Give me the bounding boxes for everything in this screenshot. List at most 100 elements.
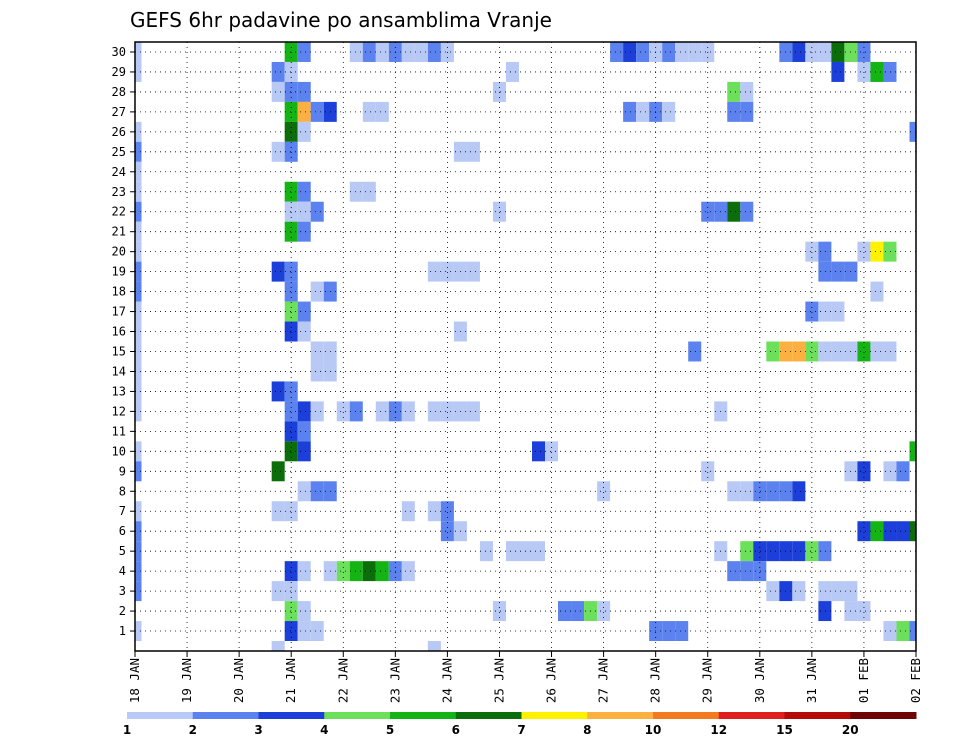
- heatmap-cell: [883, 241, 897, 262]
- heatmap-cell: [297, 181, 311, 202]
- heatmap-cell: [740, 81, 754, 102]
- heatmap-cell: [727, 81, 741, 102]
- heatmap-cell: [571, 601, 585, 622]
- y-tick-label: 2: [119, 604, 126, 618]
- heatmap-cell: [505, 541, 519, 562]
- heatmap-cell: [349, 42, 363, 62]
- heatmap-cell: [284, 301, 298, 322]
- heatmap-cell: [727, 101, 741, 122]
- y-tick-label: 1: [119, 624, 126, 638]
- heatmap-cell: [271, 261, 285, 282]
- y-tick-label: 22: [112, 205, 126, 219]
- heatmap-cell: [883, 461, 897, 482]
- heatmap-cell: [427, 641, 441, 651]
- colorbar-label: 8: [583, 723, 591, 737]
- heatmap-cell: [766, 341, 780, 362]
- heatmap-cell: [310, 281, 324, 302]
- y-tick-label: 8: [119, 484, 126, 498]
- x-tick-label: 22 JAN: [335, 658, 350, 703]
- heatmap-cell: [362, 42, 376, 62]
- heatmap-cell: [284, 121, 298, 142]
- y-tick-label: 12: [112, 404, 126, 418]
- heatmap-cell: [701, 461, 715, 482]
- colorbar-label: 20: [842, 723, 859, 737]
- y-tick-label: 20: [112, 245, 126, 259]
- heatmap-cell: [831, 42, 845, 62]
- heatmap-cell: [284, 42, 298, 62]
- heatmap-cell: [805, 541, 819, 562]
- heatmap-cell: [135, 341, 142, 362]
- heatmap-cell: [740, 101, 754, 122]
- heatmap-cell: [284, 381, 298, 402]
- heatmap-cell: [688, 42, 702, 62]
- heatmap-cell: [284, 321, 298, 342]
- heatmap-cell: [284, 441, 298, 462]
- colorbar-label: 1: [123, 723, 131, 737]
- y-tick-label: 24: [112, 165, 126, 179]
- y-tick-label: 28: [112, 85, 126, 99]
- heatmap-cell: [440, 501, 454, 522]
- heatmap-cell: [545, 441, 559, 462]
- heatmap-cell: [610, 42, 624, 62]
- colorbar-label: 7: [517, 723, 525, 737]
- heatmap-cell: [870, 281, 884, 302]
- x-tick-label: 21 JAN: [283, 658, 298, 703]
- heatmap-cell: [271, 501, 285, 522]
- y-tick-label: 14: [112, 364, 126, 378]
- heatmap-cell: [310, 481, 324, 502]
- heatmap-cell: [857, 241, 871, 262]
- heatmap-cell: [297, 481, 311, 502]
- heatmap-cells: [135, 42, 916, 651]
- heatmap-cell: [818, 341, 832, 362]
- heatmap-cell: [662, 621, 676, 642]
- colorbar-swatch: [127, 712, 194, 719]
- heatmap-cell: [909, 121, 916, 142]
- heatmap-cell: [857, 61, 871, 82]
- heatmap-cell: [831, 301, 845, 322]
- heatmap-cell: [135, 521, 142, 542]
- heatmap-cell: [297, 301, 311, 322]
- heatmap-cell: [492, 81, 506, 102]
- heatmap-cell: [135, 621, 142, 642]
- heatmap-cell: [558, 601, 572, 622]
- colorbar-swatch: [521, 712, 588, 719]
- heatmap-cell: [135, 261, 142, 282]
- heatmap-cell: [362, 561, 376, 582]
- heatmap-cell: [135, 201, 142, 222]
- heatmap-cell: [362, 101, 376, 122]
- heatmap-cell: [675, 42, 689, 62]
- y-tick-label: 15: [112, 344, 126, 358]
- heatmap-cell: [349, 561, 363, 582]
- heatmap-cell: [857, 461, 871, 482]
- heatmap-cell: [662, 42, 676, 62]
- heatmap-cell: [753, 561, 767, 582]
- heatmap-cell: [831, 261, 845, 282]
- colorbar-swatch: [192, 712, 259, 719]
- heatmap-cell: [636, 101, 650, 122]
- colorbar-swatch: [455, 712, 522, 719]
- heatmap-cell: [766, 481, 780, 502]
- heatmap-cell: [870, 341, 884, 362]
- heatmap-cell: [740, 201, 754, 222]
- colorbar-label: 3: [254, 723, 262, 737]
- colorbar-swatch: [784, 712, 851, 719]
- heatmap-cell: [135, 461, 142, 482]
- heatmap-cell: [284, 621, 298, 642]
- heatmap-cell: [271, 581, 285, 602]
- heatmap-cell: [401, 401, 415, 422]
- plot-frame: [134, 41, 917, 652]
- heatmap-cell: [466, 401, 480, 422]
- colorbar-swatch: [653, 712, 720, 719]
- heatmap-cell: [284, 561, 298, 582]
- heatmap-cell: [362, 181, 376, 202]
- heatmap-cell: [401, 561, 415, 582]
- x-tick-label: 02 FEB: [908, 658, 923, 703]
- heatmap-cell: [701, 201, 715, 222]
- y-tick-label: 23: [112, 185, 126, 199]
- heatmap-cell: [883, 61, 897, 82]
- heatmap-cell: [284, 221, 298, 242]
- heatmap-cell: [427, 261, 441, 282]
- y-tick-label: 10: [112, 444, 126, 458]
- heatmap-cell: [310, 201, 324, 222]
- heatmap-cell: [297, 81, 311, 102]
